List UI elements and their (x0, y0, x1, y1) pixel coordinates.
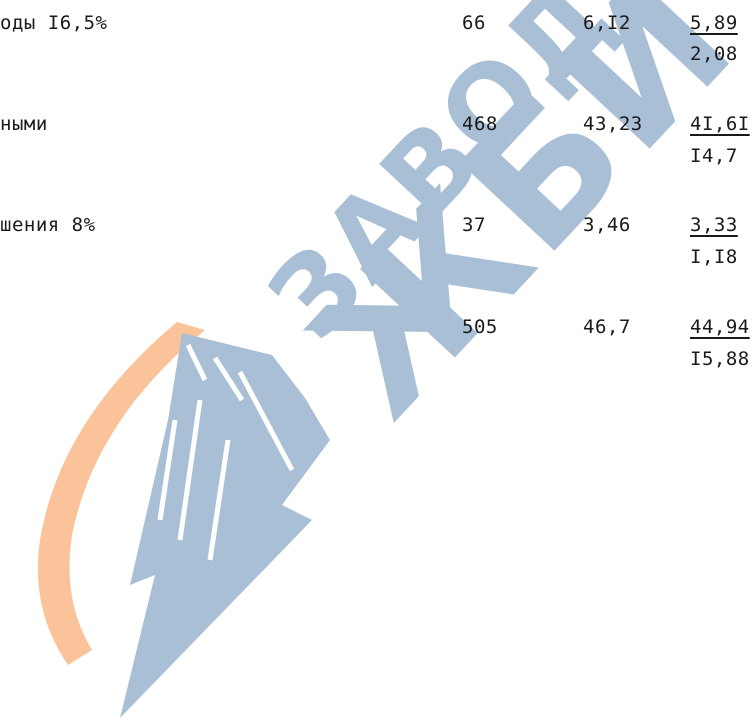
row-2-value-top: 4I,6I (690, 113, 750, 135)
row-2-count: 468 (462, 113, 498, 135)
row-3-value-top: 3,33 (690, 214, 738, 236)
row-2-label: ными (0, 113, 48, 135)
row-3-label: шения 8% (0, 214, 96, 236)
row-1-count: 66 (462, 12, 486, 34)
row-2-percent: 43,23 (583, 113, 643, 135)
row-1-value-bottom: 2,08 (690, 43, 738, 65)
row-1-label: оды I6,5% (0, 12, 108, 34)
row-3-value-bottom: I,I8 (690, 246, 738, 268)
row-4-percent: 46,7 (583, 316, 631, 338)
row-1-value-top: 5,89 (690, 12, 738, 34)
row-4-count: 505 (462, 316, 498, 338)
row-4-value-top: 44,94 (690, 316, 750, 338)
row-3-percent: 3,46 (583, 214, 631, 236)
row-1-percent: 6,I2 (583, 12, 631, 34)
row-4-value-bottom: I5,88 (690, 348, 750, 370)
row-3-count: 37 (462, 214, 486, 236)
row-2-value-bottom: I4,7 (690, 145, 738, 167)
